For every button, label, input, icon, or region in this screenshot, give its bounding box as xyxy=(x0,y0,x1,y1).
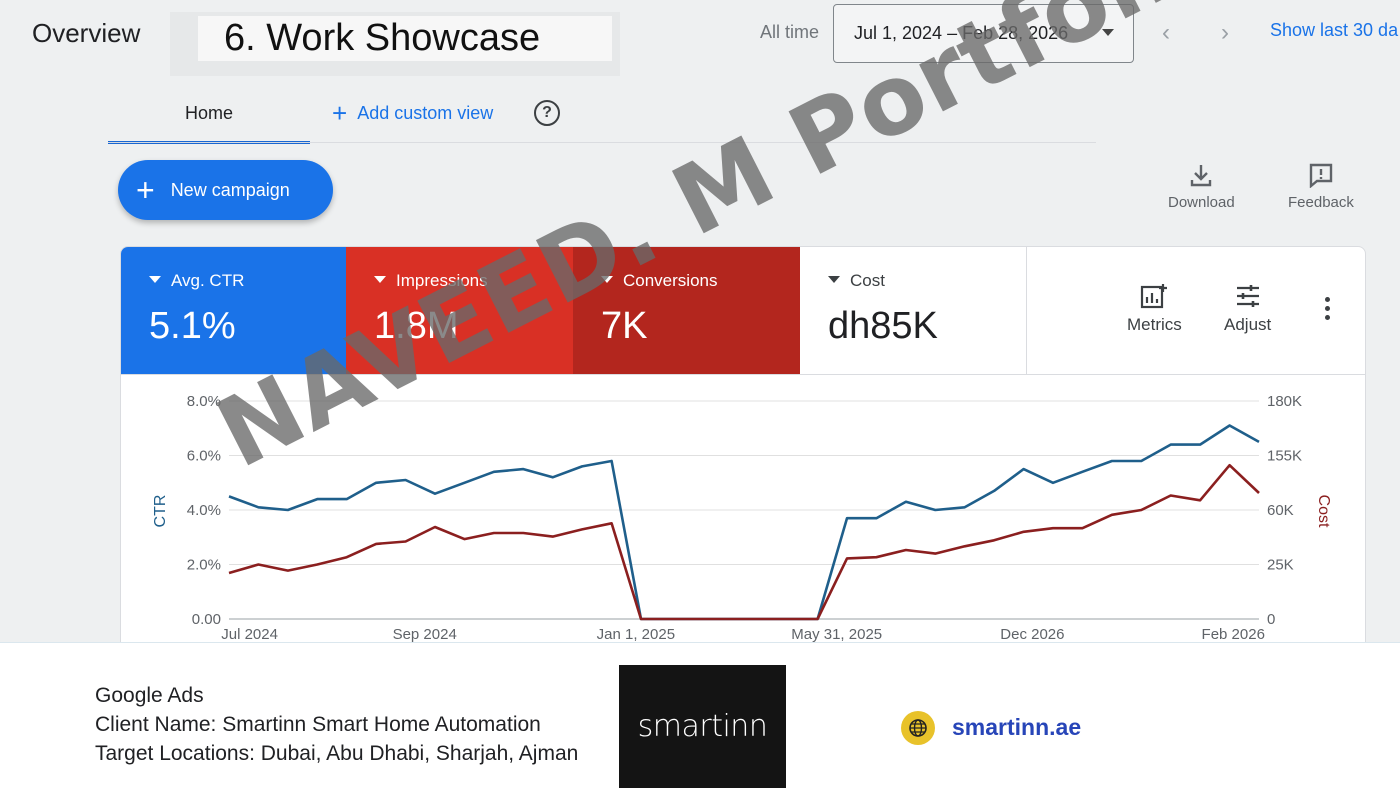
performance-card: Avg. CTR 5.1% Impressions 1.8M Conversio… xyxy=(120,246,1366,666)
plus-icon: + xyxy=(332,98,348,128)
add-custom-view-label: Add custom view xyxy=(357,102,494,123)
new-campaign-label: New campaign xyxy=(170,179,290,200)
date-range-value: Jul 1, 2024 – Feb 28, 2026 xyxy=(854,23,1069,43)
chevron-left-icon[interactable]: ‹ xyxy=(1162,19,1170,46)
y2-tick-label: 60K xyxy=(1267,502,1294,519)
platform-label: Google Ads xyxy=(95,684,204,707)
feedback-button[interactable]: Feedback xyxy=(1288,162,1354,211)
series-line-ctr xyxy=(228,424,1260,621)
add-custom-view-button[interactable]: + Add custom view xyxy=(332,100,493,126)
metric-label: Conversions xyxy=(601,271,718,291)
metric-value: 7K xyxy=(601,305,648,347)
x-tick-label: Dec 2026 xyxy=(1000,626,1064,643)
metrics-button[interactable]: Metrics xyxy=(1127,283,1182,335)
tab-divider xyxy=(108,142,1096,143)
y2-axis-label: Cost xyxy=(1315,495,1332,528)
adjust-label: Adjust xyxy=(1224,315,1272,334)
metric-label: Cost xyxy=(828,271,885,291)
plus-icon: + xyxy=(136,172,155,208)
date-range-select[interactable]: Jul 1, 2024 – Feb 28, 2026 xyxy=(833,4,1134,63)
more-vert-icon[interactable] xyxy=(1321,297,1333,321)
metric-tile-impressions[interactable]: Impressions 1.8M xyxy=(346,247,573,374)
client-name: Client Name: Smartinn Smart Home Automat… xyxy=(95,713,541,736)
y-tick-label: 4.0% xyxy=(187,502,221,519)
adjust-button[interactable]: Adjust xyxy=(1224,283,1271,335)
y2-tick-label: 155K xyxy=(1267,448,1302,465)
project-info: Google Ads Client Name: Smartinn Smart H… xyxy=(95,681,578,768)
x-tick-label: Sep 2024 xyxy=(393,626,457,643)
download-label: Download xyxy=(1168,194,1235,211)
globe-icon xyxy=(901,711,935,745)
footer-panel: Google Ads Client Name: Smartinn Smart H… xyxy=(0,642,1400,788)
metrics-icon xyxy=(1141,284,1168,309)
metric-tile-cost[interactable]: Cost dh85K xyxy=(800,247,1027,374)
line-chart: 0.00 0 2.0% 25K 4.0% 60K 6.0% 155K 8.0% 180K Jul 2… xyxy=(152,393,1332,643)
smartinn-logo: smartinn xyxy=(619,665,786,788)
metrics-label: Metrics xyxy=(1127,315,1182,334)
feedback-icon xyxy=(1309,163,1333,188)
y-tick-label: 2.0% xyxy=(187,557,221,574)
website-link[interactable]: smartinn.ae xyxy=(952,714,1082,740)
x-tick-label: Jan 1, 2025 xyxy=(597,626,675,643)
metric-label: Impressions xyxy=(374,271,488,291)
y2-tick-label: 0 xyxy=(1267,611,1275,628)
card-divider xyxy=(121,374,1365,375)
y2-tick-label: 25K xyxy=(1267,557,1294,574)
help-icon[interactable]: ? xyxy=(534,100,560,126)
download-icon xyxy=(1191,165,1212,187)
chevron-right-icon[interactable]: › xyxy=(1221,19,1229,46)
y-tick-label: 0.00 xyxy=(192,611,221,628)
tab-home[interactable]: Home xyxy=(108,92,310,144)
metric-value: 5.1% xyxy=(149,305,236,347)
new-campaign-button[interactable]: + New campaign xyxy=(118,160,333,220)
feedback-label: Feedback xyxy=(1288,194,1354,211)
y-axis-label: CTR xyxy=(152,495,169,528)
metric-label: Avg. CTR xyxy=(149,271,244,291)
page-title: Overview xyxy=(32,18,141,48)
y2-tick-label: 180K xyxy=(1267,393,1302,410)
target-locations: Target Locations: Dubai, Abu Dhabi, Shar… xyxy=(95,742,579,765)
x-tick-label: Jul 2024 xyxy=(221,626,278,643)
metric-value: dh85K xyxy=(828,305,938,347)
metric-tile-avg-ctr[interactable]: Avg. CTR 5.1% xyxy=(121,247,346,374)
showcase-label: 6. Work Showcase xyxy=(198,16,612,61)
y-tick-label: 8.0% xyxy=(187,393,221,410)
metric-tile-conversions[interactable]: Conversions 7K xyxy=(573,247,800,374)
all-time-label: All time xyxy=(760,22,820,42)
x-tick-label: May 31, 2025 xyxy=(791,626,882,643)
y-tick-label: 6.0% xyxy=(187,448,221,465)
series-line-cost xyxy=(228,463,1260,621)
metric-value: 1.8M xyxy=(374,305,459,347)
adjust-icon xyxy=(1236,285,1259,307)
show-last-30-days-link[interactable]: Show last 30 da xyxy=(1270,20,1399,40)
download-button[interactable]: Download xyxy=(1168,162,1235,211)
caret-down-icon xyxy=(1102,29,1114,36)
x-tick-label: Feb 2026 xyxy=(1202,626,1265,643)
